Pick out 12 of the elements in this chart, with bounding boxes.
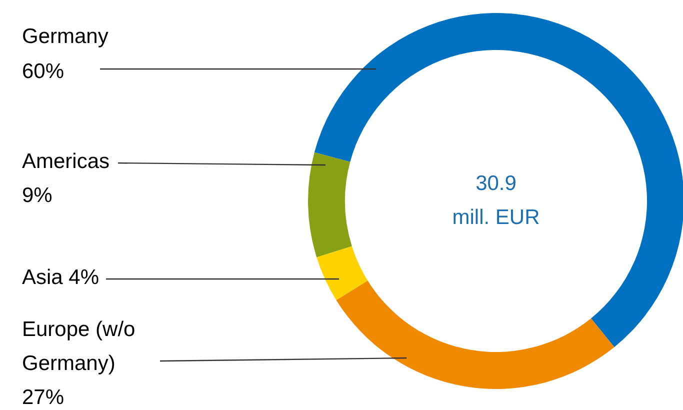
slice-label: Europe (w/o Germany) — [22, 318, 136, 375]
data-label: 9% — [22, 184, 52, 207]
donut-slice — [316, 246, 368, 300]
donut-slice — [308, 152, 352, 258]
donut-slice — [336, 280, 614, 389]
donut-slice — [314, 13, 683, 348]
slice-label: Germany — [22, 25, 109, 48]
data-label: 27% — [22, 386, 64, 409]
text: 30.9 mill. EUR — [452, 172, 540, 229]
slice-label: Asia 4% — [22, 266, 100, 289]
data-label: 60% — [22, 60, 64, 83]
slice-label: Americas — [22, 150, 110, 173]
